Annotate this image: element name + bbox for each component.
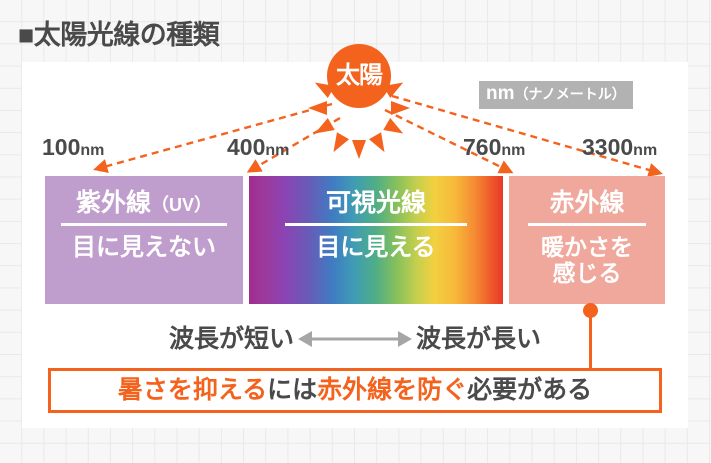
tick-label-100nm: 100nm [42, 136, 104, 159]
tick-unit: nm [265, 142, 290, 159]
tick-unit: nm [501, 142, 526, 159]
band-subtitle-uv: 目に見えない [72, 234, 216, 262]
band-ultraviolet: 紫外線（UV） 目に見えない [45, 176, 243, 304]
callout-connector-line [589, 310, 592, 370]
callout-segment-3: 赤外線を防ぐ [317, 376, 468, 404]
band-title-text: 紫外線 [75, 189, 151, 217]
wavelength-axis: 波長が短い 波長が長い [45, 318, 665, 360]
double-arrow-icon [298, 331, 412, 347]
callout-segment-4: 必要がある [467, 376, 593, 404]
band-title-visible: 可視光線 [325, 189, 426, 217]
sun-label: 太陽 [336, 62, 383, 89]
unit-badge: nm（ナノメートル） [479, 81, 633, 109]
wavelength-long-label: 波長が長い [416, 324, 542, 353]
spectrum-bands: 紫外線（UV） 目に見えない 可視光線 目に見える 赤外線 暖かさを 感じる [45, 176, 665, 304]
callout-segment-1: 暑さを抑える [117, 376, 268, 404]
band-divider [284, 223, 468, 227]
tick-label-400nm: 400nm [227, 136, 289, 159]
unit-symbol: nm [486, 83, 515, 104]
band-subtitle-infrared-line1: 暖かさを [541, 234, 633, 261]
tick-value: 3300 [582, 134, 634, 160]
sun-ray [352, 140, 366, 159]
tick-value: 100 [42, 134, 81, 160]
band-divider [527, 223, 647, 227]
sun-disc: 太陽 [327, 44, 391, 108]
sun-ray [308, 101, 327, 115]
callout-connector-dot [583, 303, 598, 318]
tick-value: 400 [227, 134, 266, 160]
band-infrared: 赤外線 暖かさを 感じる [509, 176, 665, 304]
page-title: ■太陽光線の種類 [18, 20, 220, 50]
band-title-infrared: 赤外線 [549, 189, 625, 217]
band-divider [60, 223, 228, 227]
unit-reading: （ナノメートル） [514, 86, 626, 102]
tick-unit: nm [80, 142, 105, 159]
tick-value: 760 [463, 134, 502, 160]
sun-icon: 太陽 [308, 25, 410, 159]
band-subtitle-infrared-line2: 感じる [552, 260, 622, 286]
callout-segment-2: には [267, 376, 318, 404]
sun-ray [391, 101, 410, 115]
tick-unit: nm [633, 142, 658, 159]
tick-label-760nm: 760nm [463, 136, 525, 159]
wavelength-short-label: 波長が短い [168, 324, 294, 353]
tick-label-3300nm: 3300nm [582, 136, 657, 159]
band-title-uv: 紫外線（UV） [76, 190, 212, 216]
band-title-paren: （UV） [151, 195, 213, 215]
callout-text: 暑さを抑えるには赤外線を防ぐ必要がある [118, 378, 592, 403]
band-subtitle-visible: 目に見える [316, 234, 436, 262]
band-visible-light: 可視光線 目に見える [249, 176, 503, 304]
conclusion-callout: 暑さを抑えるには赤外線を防ぐ必要がある [48, 368, 662, 413]
